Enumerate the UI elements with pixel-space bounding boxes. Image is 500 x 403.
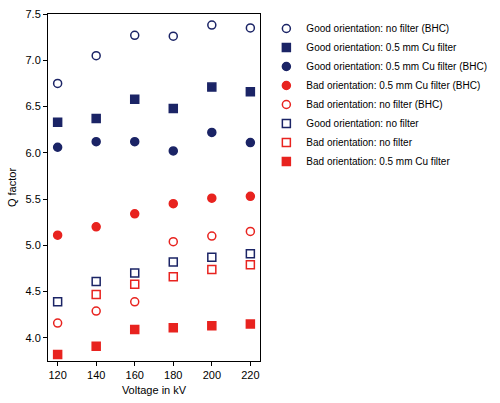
svg-text:Good orientation: 0.5 mm Cu fi: Good orientation: 0.5 mm Cu filter (BHC): [306, 61, 487, 72]
svg-text:200: 200: [203, 369, 221, 381]
svg-text:180: 180: [164, 369, 182, 381]
svg-text:220: 220: [241, 369, 259, 381]
svg-text:Voltage in kV: Voltage in kV: [122, 384, 187, 396]
svg-text:6.0: 6.0: [26, 147, 41, 159]
svg-text:5.0: 5.0: [26, 239, 41, 251]
svg-text:4.5: 4.5: [26, 285, 41, 297]
svg-text:160: 160: [126, 369, 144, 381]
svg-text:Bad orientation: no filter: Bad orientation: no filter: [306, 137, 412, 148]
svg-text:6.5: 6.5: [26, 100, 41, 112]
svg-text:120: 120: [48, 369, 66, 381]
svg-text:Good orientation: 0.5 mm Cu fi: Good orientation: 0.5 mm Cu filter: [306, 42, 457, 53]
svg-text:Bad orientation: no filter (BH: Bad orientation: no filter (BHC): [306, 99, 442, 110]
svg-text:5.5: 5.5: [26, 193, 41, 205]
svg-text:7.5: 7.5: [26, 8, 41, 20]
svg-text:Q factor: Q factor: [6, 168, 18, 207]
svg-text:Good orientation: no filter: Good orientation: no filter: [306, 118, 419, 129]
svg-text:4.0: 4.0: [26, 332, 41, 344]
svg-text:Bad orientation: 0.5 mm Cu fil: Bad orientation: 0.5 mm Cu filter: [306, 156, 450, 167]
svg-text:140: 140: [87, 369, 105, 381]
svg-text:Good orientation: no filter (B: Good orientation: no filter (BHC): [306, 23, 449, 34]
svg-text:7.0: 7.0: [26, 54, 41, 66]
svg-text:Bad orientation: 0.5 mm Cu fil: Bad orientation: 0.5 mm Cu filter (BHC): [306, 80, 480, 91]
